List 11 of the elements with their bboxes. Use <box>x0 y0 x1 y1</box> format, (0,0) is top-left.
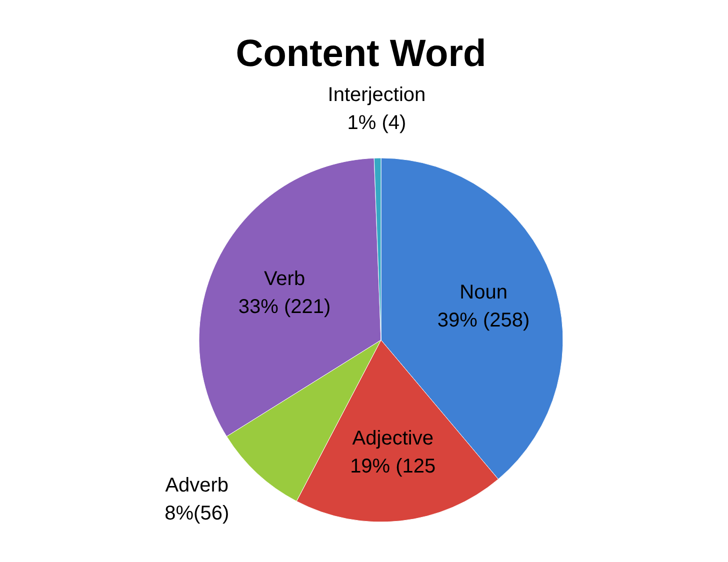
data-label: 1% (4) <box>347 112 406 134</box>
slice-label: Noun <box>460 282 508 304</box>
data-label: 8%(56) <box>164 502 230 524</box>
slice-label: Adjective <box>352 428 434 450</box>
chart-title: Content Word <box>236 33 486 75</box>
data-label: 39% (258) <box>437 310 530 332</box>
slice-label: Interjection <box>328 84 426 106</box>
data-label: 33% (221) <box>238 296 331 318</box>
slice-label: Adverb <box>165 474 229 496</box>
slice-label: Verb <box>264 268 306 290</box>
data-label: 19% (125 <box>350 456 436 478</box>
